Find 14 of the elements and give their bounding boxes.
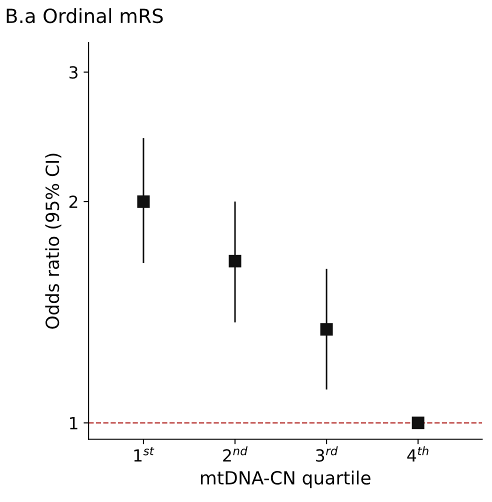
y-axis-title: Odds ratio (95% CI)	[45, 154, 62, 329]
x-tick-label: 1$^{st}$	[134, 446, 154, 462]
x-axis-title: mtDNA-CN quartile	[201, 470, 370, 488]
chart-title: B.a Ordinal mRS	[6, 8, 163, 24]
point	[137, 195, 150, 208]
x-tick-label: 4$^{th}$	[407, 446, 428, 462]
point	[320, 323, 333, 336]
x-tick-label: 2$^{nd}$	[223, 446, 248, 462]
y-tick-label: 1	[70, 417, 78, 430]
point	[412, 416, 424, 430]
point	[228, 254, 242, 268]
x-tick-label: 3$^{rd}$	[316, 446, 338, 462]
y-tick-label: 2	[69, 196, 78, 208]
y-tick-label: 3	[70, 66, 78, 79]
